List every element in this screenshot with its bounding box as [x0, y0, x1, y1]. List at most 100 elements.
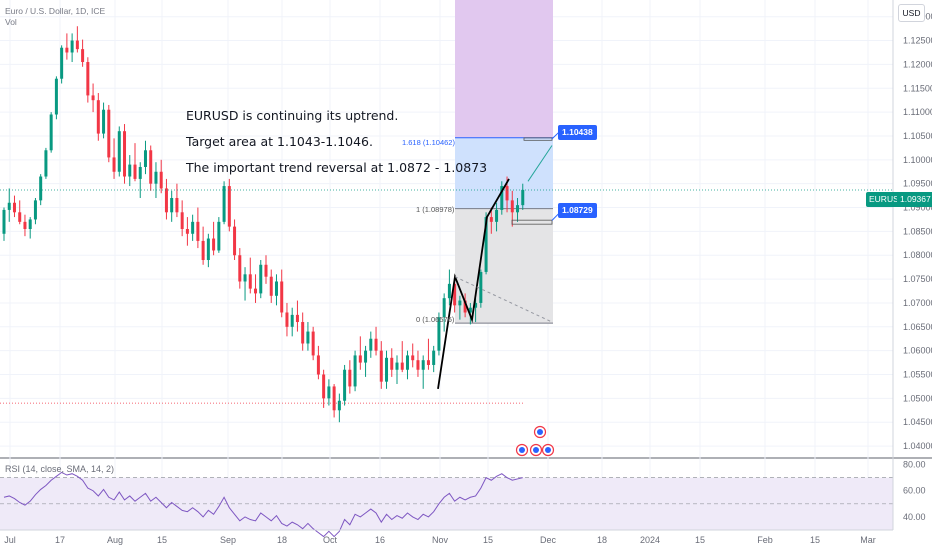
- fib-mid-zone: [455, 137, 553, 209]
- candle-body: [243, 274, 247, 282]
- candle-body: [143, 150, 147, 167]
- economic-event-dot-icon: [545, 447, 551, 453]
- reversal-price-tag: 1.08729: [558, 203, 597, 218]
- candle-body: [107, 109, 111, 158]
- candle-body: [463, 300, 467, 313]
- rsi-pane: RSI (14, close, SMA, 14, 2) 80.00 60.00 40.…: [0, 460, 926, 538]
- price-tick-label: 1.07500: [903, 274, 932, 284]
- rsi-tick-label: 80.00: [903, 460, 926, 470]
- candle-body: [322, 374, 326, 399]
- fib-label-1618: 1.618 (1.10462): [402, 138, 455, 147]
- candle-body: [60, 47, 64, 79]
- candle-body: [39, 176, 43, 201]
- annotation-line-3: The important trend reversal at 1.0872 -…: [186, 160, 488, 175]
- annotation-line-1: EURUSD is continuing its uptrend.: [186, 108, 399, 123]
- candle-body: [353, 355, 357, 387]
- candle-body: [479, 271, 483, 303]
- candle-body: [185, 229, 189, 234]
- candle-body: [254, 288, 258, 294]
- candle-body: [128, 164, 132, 177]
- candle-body: [170, 197, 174, 213]
- candle-body: [44, 150, 48, 177]
- time-tick-label: 15: [483, 535, 493, 545]
- time-tick-label: Feb: [757, 535, 773, 545]
- price-axis[interactable]: 1.130001.125001.120001.115001.110001.105…: [892, 0, 932, 530]
- price-tick-label: 1.04500: [903, 417, 932, 427]
- candle-body: [416, 360, 420, 370]
- currency-button[interactable]: USD: [898, 4, 925, 22]
- rsi-tick-label: 60.00: [903, 486, 926, 496]
- candle-body: [154, 171, 158, 184]
- candle-body: [133, 164, 137, 179]
- candle-body: [264, 264, 268, 277]
- candle-body: [54, 78, 58, 115]
- candle-body: [374, 338, 378, 351]
- price-tick-label: 1.11500: [903, 83, 932, 93]
- candle-body: [248, 274, 252, 289]
- candle-body: [212, 238, 216, 251]
- candle-body: [385, 357, 389, 382]
- symbol-title: Euro / U.S. Dollar, 1D, ICE: [5, 6, 106, 16]
- target-arrow: [527, 145, 553, 182]
- time-tick-label: 2024: [640, 535, 660, 545]
- candle-body: [390, 357, 394, 370]
- candle-body: [238, 255, 242, 282]
- candlestick-series: [2, 26, 525, 423]
- fib-top-zone: [455, 0, 553, 138]
- economic-event-dot-icon: [519, 447, 525, 453]
- candle-body: [505, 186, 509, 201]
- price-tick-label: 1.09000: [903, 203, 932, 213]
- candle-body: [468, 307, 472, 313]
- economic-event-dot-icon: [537, 429, 543, 435]
- candle-body: [311, 331, 315, 356]
- drawing-overlay: [0, 130, 893, 457]
- time-tick-label: Oct: [323, 535, 338, 545]
- target-price-tag: 1.10438: [558, 125, 597, 140]
- economic-event-dot-icon: [533, 447, 539, 453]
- candle-body: [81, 49, 85, 63]
- candle-body: [206, 238, 210, 261]
- price-tick-label: 1.07000: [903, 298, 932, 308]
- candle-body: [500, 186, 504, 210]
- candle-body: [379, 350, 383, 382]
- rsi-line: [3, 471, 523, 538]
- candle-body: [159, 171, 163, 189]
- candle-body: [510, 200, 514, 213]
- price-tick-label: 1.05000: [903, 393, 932, 403]
- time-tick-label: 16: [375, 535, 385, 545]
- candle-body: [285, 312, 289, 327]
- price-tick-label: 1.12500: [903, 36, 932, 46]
- rsi-label: RSI (14, close, SMA, 14, 2): [5, 464, 114, 474]
- candle-body: [180, 212, 184, 229]
- candle-body: [28, 219, 32, 229]
- candle-body: [70, 40, 74, 53]
- candle-body: [175, 197, 179, 213]
- candle-body: [191, 221, 195, 234]
- candle-body: [484, 217, 488, 272]
- candle-body: [259, 264, 263, 294]
- target-area-box: [523, 137, 553, 141]
- time-tick-label: 18: [597, 535, 607, 545]
- candle-body: [426, 360, 430, 365]
- candle-body: [138, 166, 142, 179]
- candle-body: [227, 186, 231, 227]
- candle-body: [332, 386, 336, 411]
- candle-body: [33, 200, 37, 220]
- candle-body: [474, 302, 478, 308]
- time-tick-label: 17: [55, 535, 65, 545]
- candle-body: [49, 114, 53, 151]
- candle-body: [164, 188, 168, 213]
- candle-body: [117, 131, 121, 172]
- candle-body: [112, 157, 116, 172]
- candle-body: [495, 209, 499, 222]
- candle-body: [343, 369, 347, 401]
- candle-body: [489, 217, 493, 222]
- candle-body: [123, 131, 127, 177]
- price-tick-label: 1.10000: [903, 155, 932, 165]
- candle-body: [86, 62, 90, 96]
- time-axis[interactable]: Jul 17 Aug 15 Sep 18 Oct 16 Nov 15 Dec 18 2024 15 Feb 1…: [0, 529, 893, 545]
- candle-body: [411, 355, 415, 361]
- price-tick-label: 1.06500: [903, 322, 932, 332]
- candle-body: [421, 360, 425, 370]
